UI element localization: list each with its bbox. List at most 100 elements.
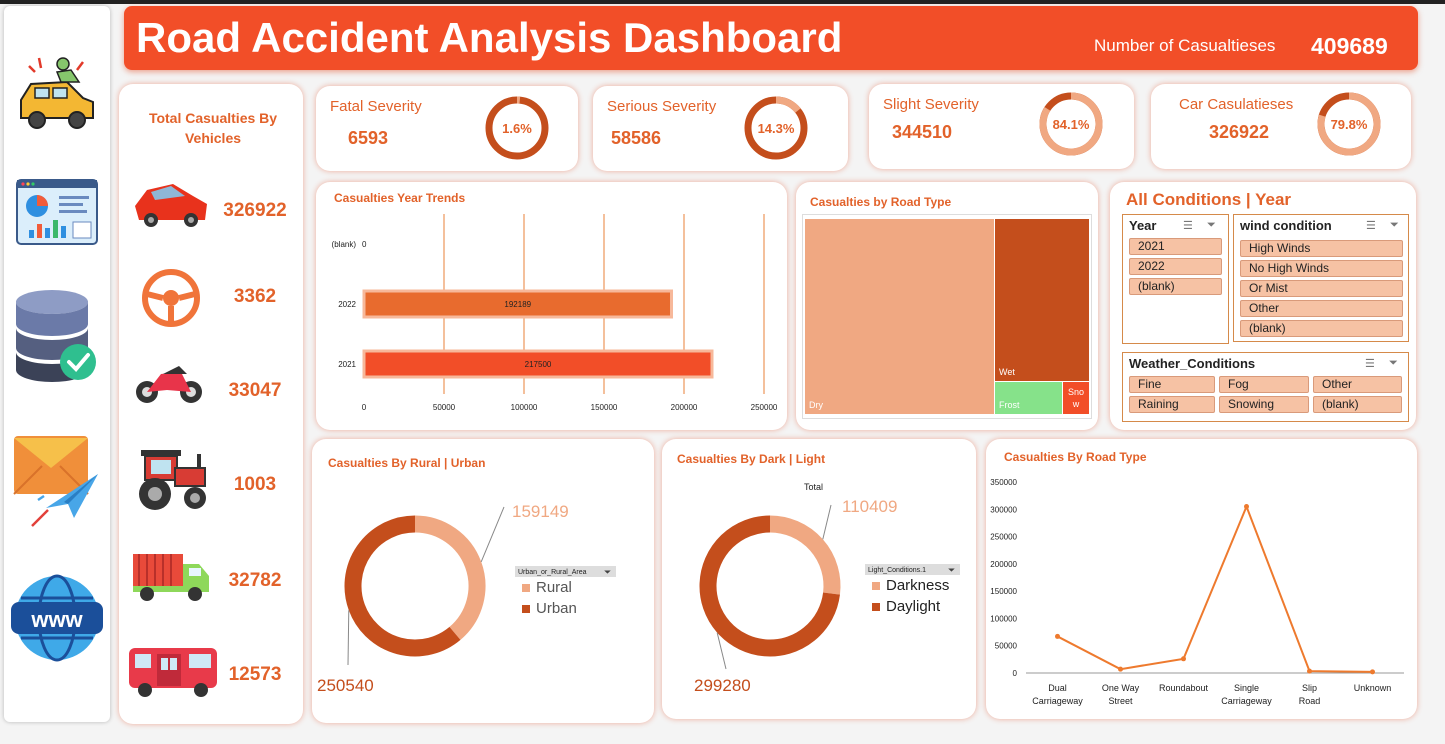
- x-tick-label: 100000: [511, 403, 538, 412]
- multi-select-icon[interactable]: ☰: [1365, 358, 1375, 370]
- kpi-donut: 84.1%: [1039, 92, 1103, 156]
- data-point[interactable]: [1307, 668, 1312, 674]
- treemap-label: Wet: [999, 367, 1015, 377]
- page-title: Road Accident Analysis Dashboard: [136, 14, 843, 61]
- www-globe-icon[interactable]: www: [4, 572, 110, 664]
- kpi-percent: 14.3%: [758, 121, 795, 136]
- vehicles-panel: Total Casualties By Vehicles 326922 3362…: [119, 84, 303, 724]
- slicer-item[interactable]: (blank): [1129, 278, 1222, 295]
- car-crash-icon[interactable]: [4, 52, 110, 136]
- kpi-donut: 1.6%: [485, 96, 549, 160]
- y-tick-label: (blank): [332, 240, 357, 249]
- treemap-label: Dry: [809, 400, 823, 410]
- kpi-value: 58586: [611, 128, 662, 148]
- vehicle-value-tractor: 1003: [233, 474, 277, 495]
- y-tick-label: 100000: [990, 614, 1017, 623]
- y-tick-label: 2021: [338, 360, 356, 369]
- y-tick-label: 0: [1013, 669, 1018, 678]
- leader-line: [347, 610, 350, 666]
- clear-filter-icon[interactable]: ⏷: [1389, 357, 1398, 369]
- x-tick-label: Dual Carriageway: [1032, 683, 1083, 706]
- data-point[interactable]: [1244, 504, 1249, 510]
- donut-data-label: 299280: [694, 676, 751, 695]
- slicer-item[interactable]: Other: [1313, 376, 1402, 393]
- treemap-label: Sno w: [1067, 387, 1084, 409]
- legend-swatch: [522, 605, 530, 613]
- kpi-ring-share: [775, 96, 801, 113]
- bus-icon: [129, 648, 217, 697]
- slicer-item[interactable]: High Winds: [1240, 240, 1403, 257]
- vehicle-row-motorcycle: 33047: [119, 354, 303, 434]
- y-tick-label: 150000: [990, 587, 1017, 596]
- slicer-item[interactable]: Raining: [1129, 396, 1215, 413]
- slicer-item[interactable]: (blank): [1313, 396, 1402, 413]
- slicer-item[interactable]: 2022: [1129, 258, 1222, 275]
- filter-icon[interactable]: ⏷: [947, 565, 955, 575]
- chart-title: Casualties By Road Type: [1004, 450, 1147, 464]
- donut-slice[interactable]: [699, 515, 840, 657]
- treemap-cell-snow[interactable]: Sno w: [1063, 382, 1089, 414]
- bar[interactable]: [362, 349, 714, 379]
- x-tick-label: 200000: [671, 403, 698, 412]
- slicer-item[interactable]: (blank): [1240, 320, 1403, 337]
- series-line: [1057, 503, 1373, 673]
- legend-label: Rural: [536, 579, 572, 596]
- casualties-value: 409689: [1311, 33, 1388, 59]
- database-check-icon[interactable]: [4, 288, 110, 384]
- data-point[interactable]: [1370, 669, 1375, 675]
- treemap-label: Frost: [999, 400, 1020, 410]
- slicer-item[interactable]: Other: [1240, 300, 1403, 317]
- multi-select-icon[interactable]: ☰: [1183, 220, 1193, 232]
- treemap-cell-wet[interactable]: Wet: [995, 219, 1089, 381]
- legend-label: Urban: [536, 600, 577, 617]
- slicer-item[interactable]: No High Winds: [1240, 260, 1403, 277]
- clear-filter-icon[interactable]: ⏷: [1207, 219, 1216, 231]
- donut-slice[interactable]: [769, 515, 841, 595]
- donut-slice[interactable]: [344, 515, 461, 657]
- chart-subtitle: Total: [804, 482, 824, 492]
- slicer-item[interactable]: Or Mist: [1240, 280, 1403, 297]
- legend-label: Daylight: [886, 598, 941, 615]
- legend-filter-header[interactable]: [515, 566, 616, 577]
- kpi-slight: Slight Severity 344510 84.1%: [869, 84, 1134, 169]
- bar-data-label: 192189: [504, 300, 531, 309]
- treemap-cell-dry[interactable]: Dry: [805, 219, 994, 414]
- slicer-item[interactable]: 2021: [1129, 238, 1222, 255]
- donut-slice[interactable]: [414, 515, 486, 640]
- kpi-value: 344510: [892, 122, 953, 142]
- filter-icon[interactable]: ⏷: [603, 567, 611, 577]
- road-type-line-chart: 0 50000 100000 150000 200000 250000 300000 3500…: [990, 478, 1404, 706]
- x-tick-label: 0: [362, 403, 367, 412]
- data-point[interactable]: [1055, 633, 1060, 639]
- tractor-icon: [139, 450, 206, 510]
- vehicle-value-steering: 3362: [233, 286, 277, 307]
- legend-filter-header[interactable]: [865, 564, 960, 575]
- slicer-item[interactable]: Fog: [1219, 376, 1309, 393]
- vehicle-row-truck: 32782: [119, 540, 303, 620]
- car-icon: [135, 184, 207, 227]
- vehicle-row-bus: 12573: [119, 640, 303, 720]
- kpi-ring-share: [1317, 92, 1381, 156]
- y-tick-label: 200000: [990, 560, 1017, 569]
- clear-filter-icon[interactable]: ⏷: [1390, 219, 1399, 231]
- truck-icon: [133, 554, 209, 601]
- casualties-label: Number of Casualtieses: [1094, 36, 1276, 55]
- email-send-icon[interactable]: [4, 430, 110, 528]
- kpi-percent: 84.1%: [1053, 117, 1090, 132]
- dashboard-chart-icon[interactable]: [4, 178, 110, 246]
- donut-data-label: 250540: [317, 676, 374, 695]
- dark-light-card: Casualties By Dark | Light Total 110409 2…: [662, 439, 976, 719]
- data-point[interactable]: [1181, 656, 1186, 662]
- slicer-item[interactable]: Fine: [1129, 376, 1215, 393]
- chart-title: Casualties By Rural | Urban: [328, 456, 486, 470]
- leader-line: [480, 506, 505, 562]
- bar[interactable]: [362, 289, 674, 319]
- slicer-item[interactable]: Snowing: [1219, 396, 1309, 413]
- data-point[interactable]: [1118, 666, 1123, 672]
- vehicle-row-tractor: 1003: [119, 444, 303, 524]
- multi-select-icon[interactable]: ☰: [1366, 220, 1376, 232]
- steering-wheel-icon: [142, 269, 200, 327]
- treemap-cell-frost[interactable]: Frost: [995, 382, 1062, 414]
- kpi-donut: 79.8%: [1317, 92, 1381, 156]
- legend-swatch: [872, 603, 880, 611]
